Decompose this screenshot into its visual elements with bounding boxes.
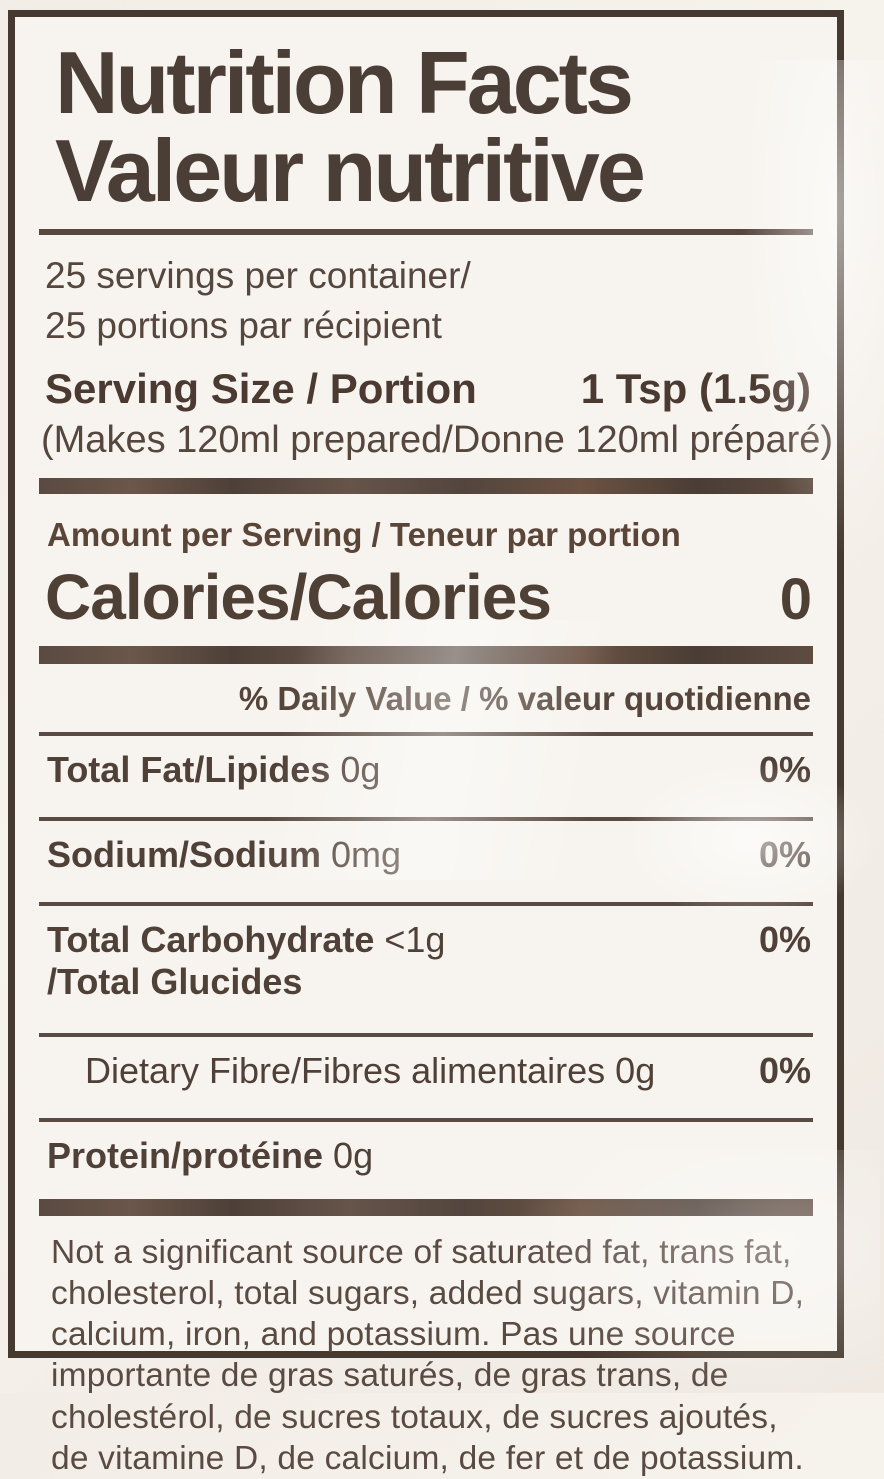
nutrient-amount: 0g bbox=[615, 1049, 656, 1091]
section-bar bbox=[39, 1198, 813, 1216]
nutrient-name-line2: /Total Glucides bbox=[47, 960, 303, 1002]
nutrient-row-carbohydrate: Total Carbohydrate <1g 0% /Total Glucide… bbox=[39, 906, 813, 1019]
nutrient-amount: <1g bbox=[384, 918, 446, 960]
nutrient-amount: 0mg bbox=[331, 833, 402, 875]
label-title: Nutrition Facts Valeur nutritive bbox=[55, 39, 813, 215]
calories-label: Calories/Calories bbox=[45, 560, 552, 633]
nutrient-amount: 0g bbox=[333, 1134, 374, 1176]
nutrient-name: Total Fat/Lipides bbox=[47, 748, 331, 790]
title-english: Nutrition Facts bbox=[55, 33, 634, 132]
daily-value-header: % Daily Value / % valeur quotidienne bbox=[238, 679, 811, 717]
section-bar bbox=[39, 645, 813, 664]
servings-line-en: 25 servings per container/ bbox=[45, 255, 471, 296]
nutrient-name: Total Carbohydrate bbox=[47, 918, 375, 960]
nutrient-daily-value: 0% bbox=[758, 918, 811, 960]
row-divider bbox=[39, 816, 813, 821]
nutrient-daily-value: 0% bbox=[758, 833, 811, 875]
title-divider bbox=[39, 229, 813, 235]
amount-per-serving-header: Amount per Serving / Teneur par portion bbox=[47, 515, 681, 553]
servings-line-fr: 25 portions par récipient bbox=[45, 304, 442, 346]
nutrient-row-protein: Protein/protéine 0g bbox=[39, 1122, 813, 1189]
row-divider bbox=[39, 1032, 813, 1037]
nutrient-name: Dietary Fibre/Fibres alimentaires bbox=[85, 1049, 606, 1091]
nutrient-row-sodium: Sodium/Sodium 0mg 0% bbox=[39, 821, 813, 888]
prepared-note: (Makes 120ml prepared/Donne 120ml prépar… bbox=[41, 418, 834, 461]
nutrient-amount: 0g bbox=[340, 748, 381, 790]
row-divider bbox=[39, 1117, 813, 1122]
nutrient-name: Sodium/Sodium bbox=[47, 833, 321, 875]
calories-row: Calories/Calories 0 bbox=[45, 560, 812, 634]
calories-value: 0 bbox=[779, 566, 812, 632]
row-divider bbox=[39, 901, 813, 906]
nutrient-daily-value: 0% bbox=[758, 748, 811, 790]
title-french: Valeur nutritive bbox=[55, 121, 646, 220]
not-significant-source-footnote: Not a significant source of saturated fa… bbox=[51, 1233, 805, 1477]
serving-size-row: Serving Size / Portion 1 Tsp (1.5g) bbox=[45, 365, 811, 413]
section-bar bbox=[39, 477, 813, 494]
servings-per-container: 25 servings per container/ 25 portions p… bbox=[45, 251, 813, 351]
nutrient-daily-value: 0% bbox=[758, 1049, 811, 1091]
nutrient-row-total-fat: Total Fat/Lipides 0g 0% bbox=[39, 736, 813, 803]
nutrient-row-dietary-fibre: Dietary Fibre/Fibres alimentaires 0g 0% bbox=[39, 1037, 813, 1104]
row-divider bbox=[39, 731, 813, 736]
nutrient-name: Protein/protéine bbox=[47, 1134, 324, 1176]
nutrition-facts-panel: Nutrition Facts Valeur nutritive 25 serv… bbox=[8, 10, 844, 1477]
serving-size-label: Serving Size / Portion bbox=[45, 364, 477, 412]
serving-size-value: 1 Tsp (1.5g) bbox=[580, 364, 811, 412]
